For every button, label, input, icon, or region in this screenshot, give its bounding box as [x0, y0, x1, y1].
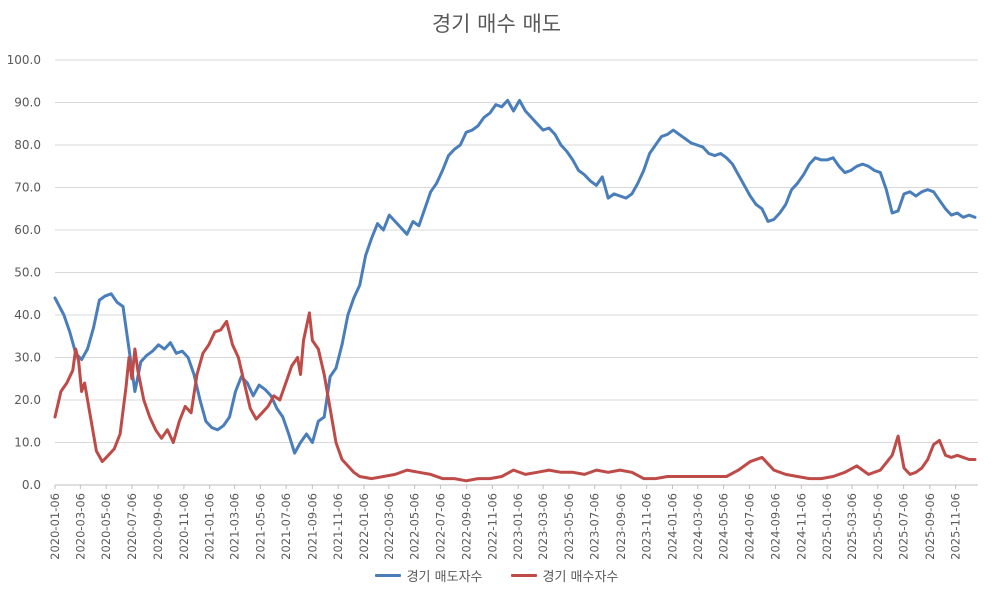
x-axis-tick-labels: 2020-01-06 2020-03-06 2020-05-06 2020-07-06… — [48, 485, 963, 560]
x-tick-label: 2022-09-06 — [460, 493, 474, 560]
y-tick-label: 100.0 — [7, 53, 41, 67]
series-lines — [53, 98, 977, 483]
x-tick-label: 2022-01-06 — [357, 493, 371, 560]
x-tick-label: 2020-09-06 — [151, 493, 165, 560]
series-line-buyers — [53, 311, 977, 483]
x-tick-label: 2024-09-06 — [769, 493, 783, 560]
x-tick-label: 2023-09-06 — [614, 493, 628, 560]
x-tick-label: 2021-07-06 — [279, 493, 293, 560]
x-tick-label: 2020-03-06 — [73, 493, 87, 560]
y-tick-label: 60.0 — [14, 223, 41, 237]
x-tick-label: 2023-05-06 — [562, 493, 576, 560]
x-tick-label: 2023-11-06 — [640, 493, 654, 560]
legend-label-buyers: 경기 매수자수 — [542, 570, 619, 585]
x-tick-label: 2020-01-06 — [48, 493, 62, 560]
x-tick-label: 2022-05-06 — [408, 493, 422, 560]
x-tick-label: 2022-11-06 — [485, 493, 499, 560]
x-tick-label: 2022-03-06 — [382, 493, 396, 560]
x-tick-label: 2023-07-06 — [588, 493, 602, 560]
x-tick-label: 2021-01-06 — [203, 493, 217, 560]
x-tick-label: 2025-09-06 — [923, 493, 937, 560]
series-line-sellers — [53, 98, 977, 455]
y-tick-label: 90.0 — [14, 96, 41, 110]
x-tick-label: 2020-11-06 — [177, 493, 191, 560]
x-tick-label: 2025-11-06 — [949, 493, 963, 560]
y-tick-label: 70.0 — [14, 181, 41, 195]
legend-label-sellers: 경기 매도자수 — [406, 570, 483, 585]
x-tick-label: 2023-01-06 — [511, 493, 525, 560]
x-tick-label: 2025-05-06 — [871, 493, 885, 560]
y-tick-label: 30.0 — [14, 351, 41, 365]
y-tick-label: 10.0 — [14, 436, 41, 450]
x-tick-label: 2025-07-06 — [897, 493, 911, 560]
x-tick-label: 2024-05-06 — [717, 493, 731, 560]
x-tick-label: 2024-07-06 — [742, 493, 756, 560]
x-tick-label: 2021-05-06 — [253, 493, 267, 560]
legend: 경기 매도자수 경기 매수자수 — [0, 566, 993, 585]
x-tick-label: 2020-07-06 — [125, 493, 139, 560]
y-tick-label: 0.0 — [22, 478, 41, 492]
x-tick-label: 2024-01-06 — [665, 493, 679, 560]
x-tick-label: 2025-01-06 — [820, 493, 834, 560]
x-tick-label: 2021-03-06 — [228, 493, 242, 560]
legend-swatch-buyers — [510, 574, 537, 577]
legend-item-buyers: 경기 매수자수 — [510, 566, 619, 585]
gridlines — [55, 59, 978, 486]
x-tick-label: 2021-09-06 — [305, 493, 319, 560]
chart-title: 경기 매수 매도 — [431, 12, 562, 36]
x-tick-label: 2021-11-06 — [331, 493, 345, 560]
x-tick-label: 2020-05-06 — [99, 493, 113, 560]
y-tick-label: 80.0 — [14, 138, 41, 152]
x-tick-label: 2023-03-06 — [536, 493, 550, 560]
x-tick-label: 2022-07-06 — [433, 493, 447, 560]
y-tick-label: 20.0 — [14, 393, 41, 407]
y-tick-label: 40.0 — [14, 308, 41, 322]
legend-swatch-sellers — [374, 574, 401, 577]
x-tick-label: 2025-03-06 — [845, 493, 859, 560]
y-axis-tick-labels: 0.0 10.0 20.0 30.0 40.0 50.0 60.0 70.0 80.0 90.0 1… — [7, 53, 41, 492]
legend-item-sellers: 경기 매도자수 — [374, 566, 483, 585]
y-tick-label: 50.0 — [14, 266, 41, 280]
x-tick-label: 2024-03-06 — [691, 493, 705, 560]
x-tick-label: 2024-11-06 — [794, 493, 808, 560]
